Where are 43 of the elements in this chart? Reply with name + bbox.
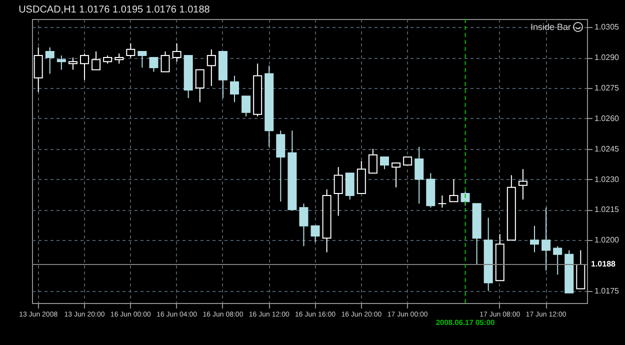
ref-line-label: 1.0188	[591, 259, 616, 268]
candlestick	[380, 156, 389, 170]
candlestick	[530, 225, 539, 253]
candlestick	[438, 194, 447, 208]
candlestick	[345, 172, 354, 200]
y-tick-label: 1.0215	[594, 205, 620, 214]
candlestick	[34, 46, 43, 93]
candlestick	[230, 75, 239, 103]
candlestick	[172, 42, 182, 62]
candlestick	[80, 52, 89, 80]
chart-title: USDCAD,H1 1.0176 1.0195 1.0176 1.0188	[18, 4, 210, 16]
candlestick	[149, 57, 158, 72]
candlestick	[368, 148, 378, 174]
candlestick	[45, 46, 54, 74]
y-tick-label: 1.0290	[594, 53, 620, 62]
candlestick	[126, 42, 136, 58]
y-tick-label: 1.0260	[594, 114, 620, 123]
candlestick	[242, 96, 251, 117]
y-tick-label: 1.0200	[594, 236, 620, 245]
candlestick	[56, 55, 66, 70]
candlestick	[518, 168, 528, 200]
y-tick-label: 1.0245	[594, 144, 620, 154]
candlestick	[553, 246, 562, 276]
candlestick	[276, 130, 286, 202]
candlestick	[449, 178, 458, 202]
candlestick	[160, 50, 170, 72]
candlestick	[206, 48, 216, 86]
annotation: Inside Bar	[530, 22, 571, 32]
y-tick-label: 1.0305	[594, 22, 620, 32]
candlestick	[392, 162, 401, 188]
candlestick	[414, 146, 424, 204]
candlestick	[138, 50, 147, 68]
candlestick	[68, 57, 78, 70]
candlestick	[195, 69, 204, 103]
y-tick-label: 1.0275	[594, 83, 620, 92]
candlestick	[334, 166, 343, 216]
candlestick	[299, 203, 308, 247]
candlestick	[542, 207, 551, 272]
candlestick	[92, 50, 101, 70]
candlestick	[310, 225, 320, 243]
y-tick-label: 1.0230	[594, 174, 620, 184]
candlestick	[114, 52, 124, 64]
y-tick-label: 1.0175	[594, 286, 620, 296]
